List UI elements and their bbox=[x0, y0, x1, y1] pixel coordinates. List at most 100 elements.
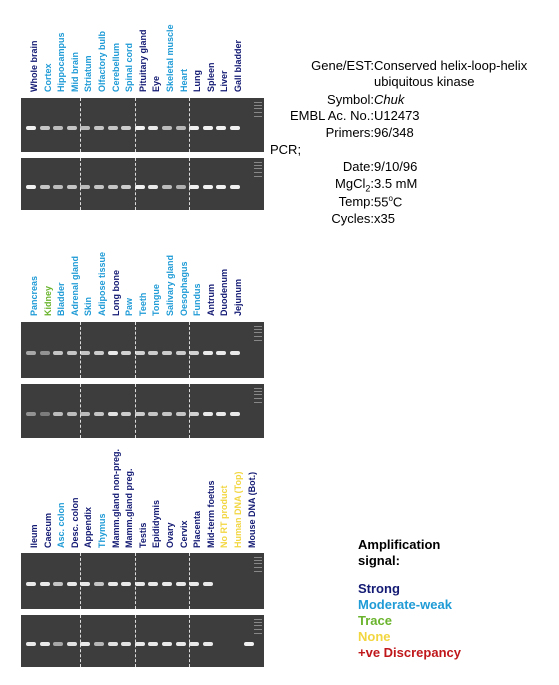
pcr-band bbox=[175, 642, 186, 646]
pcr-band bbox=[80, 351, 91, 355]
lane-label: Mid-term foetus bbox=[205, 480, 216, 549]
lane-label: Jejunum bbox=[233, 278, 243, 316]
pcr-band bbox=[39, 351, 50, 355]
lane-label: Asc. colon bbox=[56, 502, 67, 548]
pcr-band bbox=[216, 351, 227, 355]
lane-divider bbox=[80, 384, 82, 438]
pcr-band bbox=[121, 126, 132, 130]
pcr-band bbox=[26, 126, 36, 130]
pcr-band bbox=[53, 126, 64, 130]
pcr-band bbox=[39, 126, 50, 130]
size-ladder bbox=[254, 388, 262, 434]
pcr-band bbox=[39, 642, 50, 646]
pcr-band bbox=[121, 185, 132, 189]
pcr-band bbox=[94, 582, 104, 586]
size-ladder bbox=[254, 557, 262, 605]
pcr-band bbox=[148, 412, 159, 416]
pcr-band bbox=[94, 412, 104, 416]
pcr-band bbox=[66, 185, 77, 189]
pcr-band bbox=[189, 126, 200, 130]
pcr-band bbox=[26, 351, 36, 355]
pcr-band bbox=[148, 642, 159, 646]
cycles-value: x35 bbox=[374, 211, 395, 226]
lane-label: Liver bbox=[219, 70, 230, 92]
lane-label: Antrum bbox=[205, 284, 216, 316]
embl-value: U12473 bbox=[374, 108, 420, 123]
lane-label: Pancreas bbox=[29, 275, 39, 316]
pcr-band bbox=[39, 412, 50, 416]
lane-divider bbox=[134, 98, 136, 152]
lane-label: Spleen bbox=[205, 62, 216, 92]
lane-label: Hippocampus bbox=[56, 32, 67, 92]
pcr-band bbox=[107, 185, 118, 189]
lane-label: Duodenum bbox=[219, 269, 230, 316]
size-ladder bbox=[254, 326, 262, 374]
lane-divider bbox=[80, 615, 82, 667]
pcr-band bbox=[121, 642, 132, 646]
gel-image-top bbox=[21, 98, 264, 152]
pcr-band bbox=[216, 126, 227, 130]
lane-label: Spinal cord bbox=[124, 42, 135, 92]
pcr-band bbox=[107, 582, 118, 586]
lane-label: Olfactory bulb bbox=[97, 30, 107, 92]
pcr-band bbox=[39, 185, 50, 189]
legend-title-line-2: signal: bbox=[358, 553, 400, 568]
lane-divider bbox=[80, 158, 82, 210]
pcr-band bbox=[53, 185, 64, 189]
gel-image-top bbox=[21, 322, 264, 378]
pcr-band bbox=[162, 185, 172, 189]
lane-label: Tongue bbox=[151, 284, 162, 316]
lane-divider bbox=[80, 98, 82, 152]
pcr-band bbox=[134, 126, 145, 130]
pcr-band bbox=[39, 582, 50, 586]
lane-label: Fundus bbox=[192, 283, 203, 317]
lane-label: Ileum bbox=[29, 524, 39, 548]
lane-label: Long bone bbox=[110, 270, 121, 316]
pcr-band bbox=[66, 412, 77, 416]
pcr-band bbox=[53, 642, 64, 646]
lane-divider bbox=[189, 322, 191, 378]
lane-label: Skeletal muscle bbox=[165, 24, 175, 92]
pcr-band bbox=[202, 185, 213, 189]
legend-item-discrepancy: +ve Discrepancy bbox=[358, 645, 461, 660]
size-ladder bbox=[254, 619, 262, 663]
lane-label: Desc. colon bbox=[69, 497, 80, 548]
lane-label: Caecum bbox=[42, 512, 53, 548]
pcr-band bbox=[66, 126, 77, 130]
temp-value: 55oC bbox=[374, 194, 403, 210]
pcr-band bbox=[243, 642, 254, 646]
lane-label: No RT product bbox=[219, 485, 230, 549]
pcr-band bbox=[175, 582, 186, 586]
pcr-band bbox=[94, 642, 104, 646]
pcr-band bbox=[175, 412, 186, 416]
lane-label: Epididymis bbox=[151, 499, 162, 548]
pcr-band bbox=[107, 126, 118, 130]
gel-image-bottom bbox=[21, 158, 264, 210]
lane-label: Gall bladder bbox=[233, 39, 243, 92]
pcr-band bbox=[121, 412, 132, 416]
lane-divider bbox=[189, 384, 191, 438]
pcr-band bbox=[189, 582, 200, 586]
lane-label: Adipose tissue bbox=[97, 251, 107, 316]
pcr-band bbox=[134, 412, 145, 416]
pcr-band bbox=[94, 185, 104, 189]
lane-label: Mid brain bbox=[69, 52, 80, 92]
lane-label: Oesophagus bbox=[178, 261, 189, 316]
lane-divider bbox=[189, 158, 191, 210]
lane-divider bbox=[189, 98, 191, 152]
gel-image-bottom bbox=[21, 384, 264, 438]
legend-item-none: None bbox=[358, 629, 391, 644]
pcr-band bbox=[189, 412, 200, 416]
lane-label: Cerebellum bbox=[110, 42, 121, 92]
pcr-band bbox=[189, 642, 200, 646]
pcr-band bbox=[66, 351, 77, 355]
pcr-band bbox=[148, 351, 159, 355]
pcr-band bbox=[148, 126, 159, 130]
pcr-band bbox=[80, 412, 91, 416]
gene-value-1: Conserved helix-loop-helix bbox=[374, 58, 528, 73]
lane-label: Eye bbox=[151, 75, 162, 92]
pcr-band bbox=[80, 126, 91, 130]
pcr-band bbox=[230, 351, 240, 355]
gene-label: Gene/EST: bbox=[311, 58, 374, 73]
gel-image-bottom bbox=[21, 615, 264, 667]
